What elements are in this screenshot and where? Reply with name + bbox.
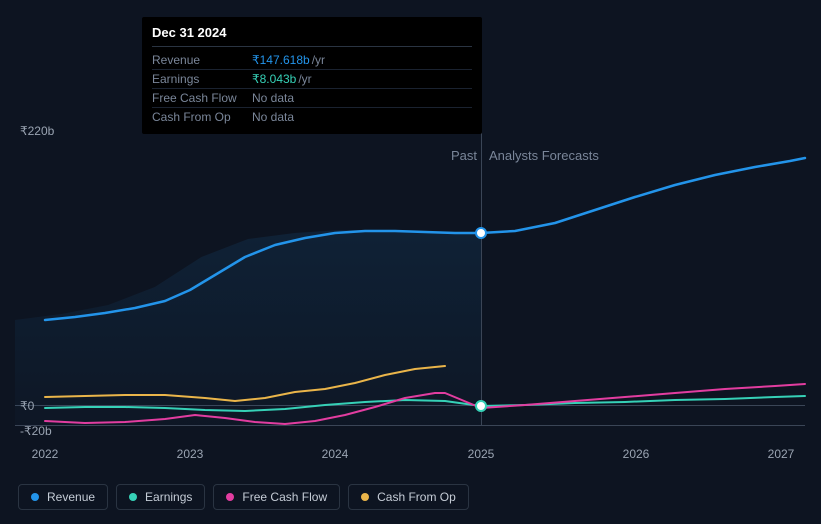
x-axis-tick: 2024 [322, 447, 349, 461]
legend-color-dot [361, 493, 369, 501]
legend-color-dot [226, 493, 234, 501]
tooltip-row: Earnings₹8.043b /yr [152, 70, 472, 89]
gridline-bottom [15, 425, 805, 426]
x-axis-tick: 2027 [768, 447, 795, 461]
x-axis-tick: 2022 [32, 447, 59, 461]
chart-legend: Revenue Earnings Free Cash Flow Cash From O… [18, 484, 469, 510]
x-axis-tick: 2025 [468, 447, 495, 461]
legend-color-dot [31, 493, 39, 501]
tooltip-metric-value: ₹8.043b [252, 72, 296, 86]
legend-item[interactable]: Free Cash Flow [213, 484, 340, 510]
tooltip-metric-value: No data [252, 91, 294, 105]
tooltip-metric-label: Revenue [152, 53, 252, 67]
tooltip-row: Free Cash FlowNo data [152, 89, 472, 108]
tooltip-metric-unit: /yr [298, 72, 311, 86]
chart-lines [15, 125, 805, 425]
tooltip-metric-value: No data [252, 110, 294, 124]
series-line [45, 158, 805, 320]
tooltip-metric-label: Free Cash Flow [152, 91, 252, 105]
tooltip-row: Cash From OpNo data [152, 108, 472, 126]
legend-label: Cash From Op [377, 490, 456, 504]
series-line [45, 396, 805, 411]
hover-tooltip: Dec 31 2024 Revenue₹147.618b /yrEarnings… [142, 17, 482, 134]
tooltip-date: Dec 31 2024 [152, 25, 472, 47]
x-axis-tick: 2023 [177, 447, 204, 461]
legend-label: Free Cash Flow [242, 490, 327, 504]
series-line [45, 384, 805, 424]
tooltip-metric-label: Earnings [152, 72, 252, 86]
legend-color-dot [129, 493, 137, 501]
legend-label: Earnings [145, 490, 192, 504]
y-axis-tick: -₹20b [20, 424, 52, 438]
series-line [45, 366, 445, 401]
legend-item[interactable]: Revenue [18, 484, 108, 510]
legend-item[interactable]: Cash From Op [348, 484, 469, 510]
legend-item[interactable]: Earnings [116, 484, 205, 510]
tooltip-metric-value: ₹147.618b [252, 53, 310, 67]
x-axis-tick: 2026 [623, 447, 650, 461]
tooltip-metric-unit: /yr [312, 53, 325, 67]
tooltip-metric-label: Cash From Op [152, 110, 252, 124]
tooltip-row: Revenue₹147.618b /yr [152, 51, 472, 70]
legend-label: Revenue [47, 490, 95, 504]
